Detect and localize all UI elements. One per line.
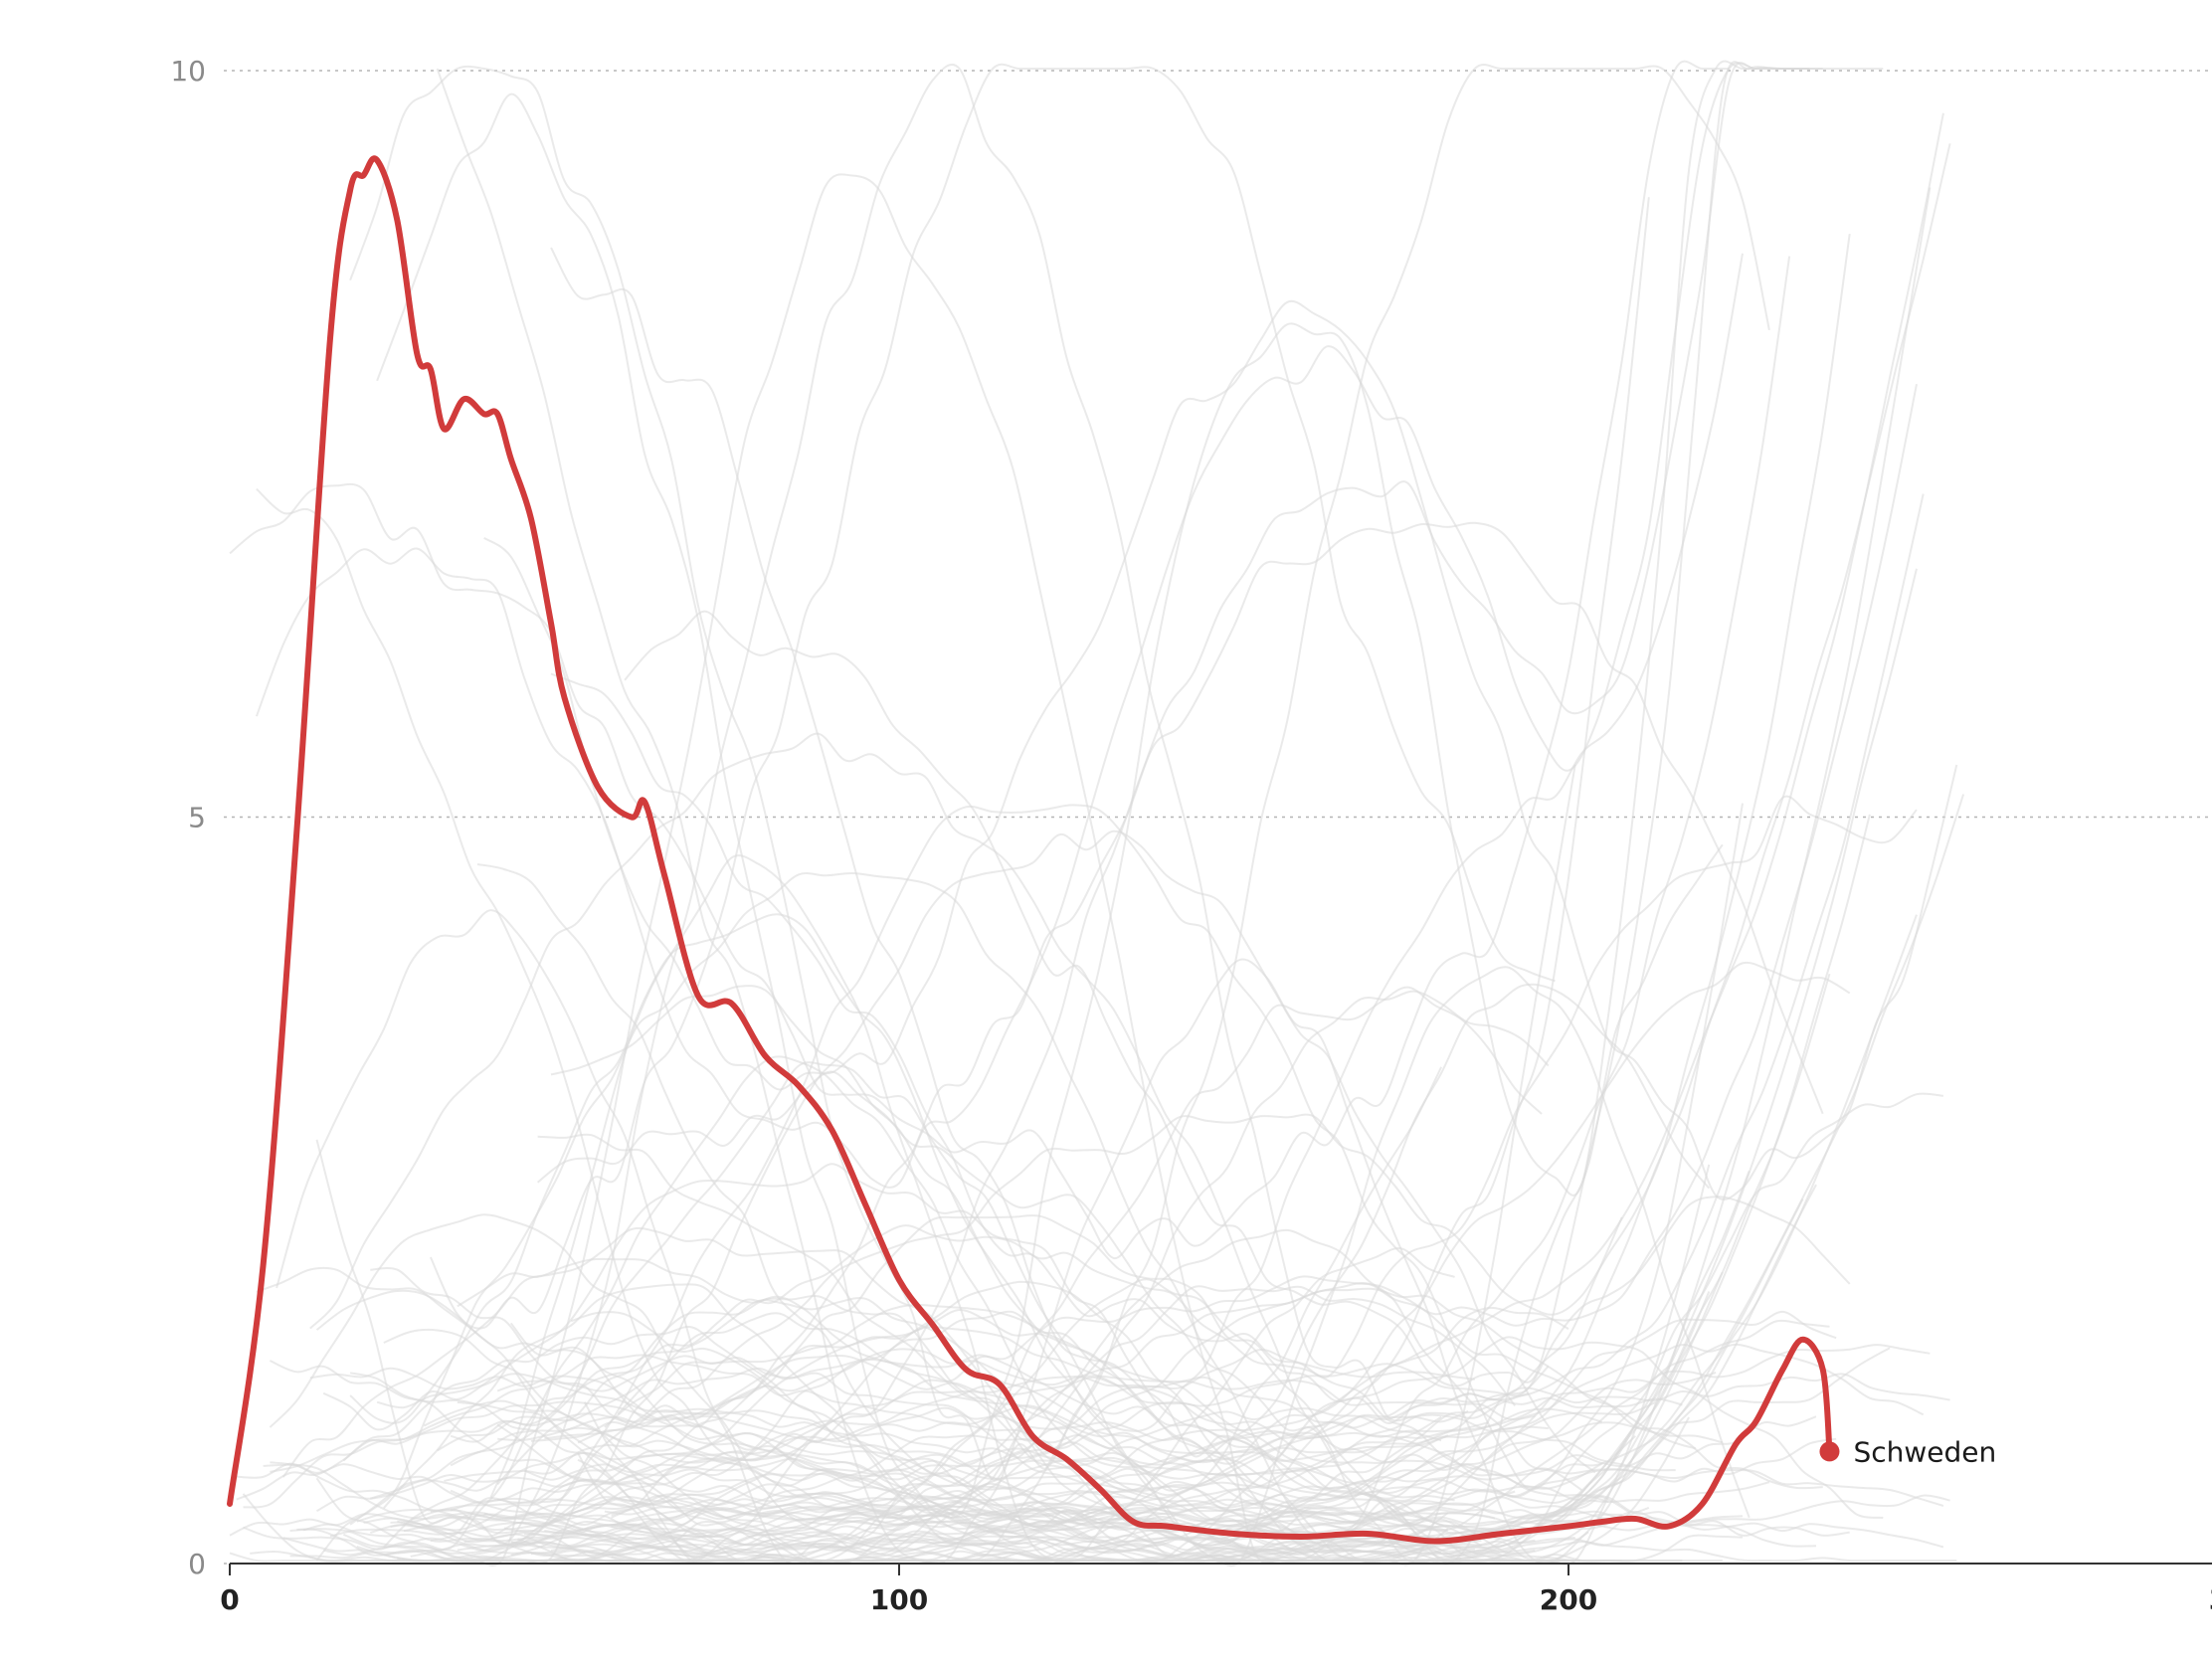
x-tick-label-100: 100 — [870, 1583, 928, 1616]
background-series-line — [450, 143, 1951, 1528]
background-series-line — [450, 1224, 1630, 1513]
background-series-line — [229, 60, 1730, 1259]
background-series-line — [329, 1404, 1483, 1548]
background-series-line — [611, 1184, 1817, 1563]
background-series-line — [309, 732, 1622, 1565]
background-series-line — [281, 1226, 1837, 1563]
background-series-line — [457, 1282, 1823, 1507]
x-tick-label-200: 200 — [1540, 1583, 1597, 1616]
highlight-series-endpoint — [1819, 1441, 1840, 1462]
background-series-line — [376, 60, 1823, 1519]
background-series-line — [463, 973, 1831, 1560]
background-series-line — [550, 197, 1650, 1461]
background-series-line — [483, 1501, 1475, 1563]
background-series-line — [383, 1296, 1830, 1554]
background-series-line — [242, 803, 1744, 1563]
highlight-series-line — [227, 155, 1833, 1545]
x-tick-label-0: 0 — [220, 1583, 239, 1616]
background-series-line — [476, 863, 1442, 1543]
background-series-line — [430, 233, 1851, 1542]
background-series-line — [349, 253, 1744, 1432]
background-series-line — [342, 1326, 1925, 1545]
background-series-line — [356, 1488, 1455, 1548]
background-series-line — [550, 914, 1918, 1552]
background-series-line — [530, 1407, 1602, 1556]
background-series-line — [537, 961, 1851, 1479]
y-tick-label-0: 0 — [188, 1548, 206, 1580]
background-series-line — [524, 830, 1596, 1565]
background-series-line — [490, 1198, 1804, 1563]
background-series-line — [523, 1457, 1516, 1528]
background-series-line — [349, 64, 1770, 1481]
background-series-line — [611, 1308, 1442, 1563]
highlight-series-group: Schweden — [227, 155, 1996, 1545]
background-series-line — [524, 112, 1944, 1563]
background-series-group — [229, 60, 1965, 1567]
background-series-line — [429, 63, 1556, 1330]
background-series-line — [550, 985, 1943, 1564]
background-series-line — [624, 61, 1884, 1387]
tick-labels: 05100100200300 — [170, 55, 2212, 1616]
background-series-line — [591, 1280, 1449, 1564]
background-series-line — [390, 1506, 1944, 1556]
background-series-line — [370, 1376, 1817, 1500]
x-axis — [229, 1563, 2212, 1575]
background-series-line — [309, 1347, 1891, 1542]
y-tick-label-10: 10 — [170, 55, 206, 88]
background-series-line — [483, 299, 1958, 1200]
highlight-series-label: Schweden — [1853, 1435, 1996, 1468]
background-series-line — [450, 256, 1791, 1563]
background-series-line — [256, 62, 1810, 1461]
y-tick-label-5: 5 — [188, 802, 206, 834]
background-series-line — [497, 568, 1918, 1563]
background-series-line — [322, 1163, 1851, 1500]
x-tick-label-300: 300 — [2209, 1583, 2212, 1616]
background-series-line — [316, 1291, 1711, 1532]
background-series-line — [315, 63, 1469, 1546]
background-series-line — [536, 1070, 1422, 1543]
